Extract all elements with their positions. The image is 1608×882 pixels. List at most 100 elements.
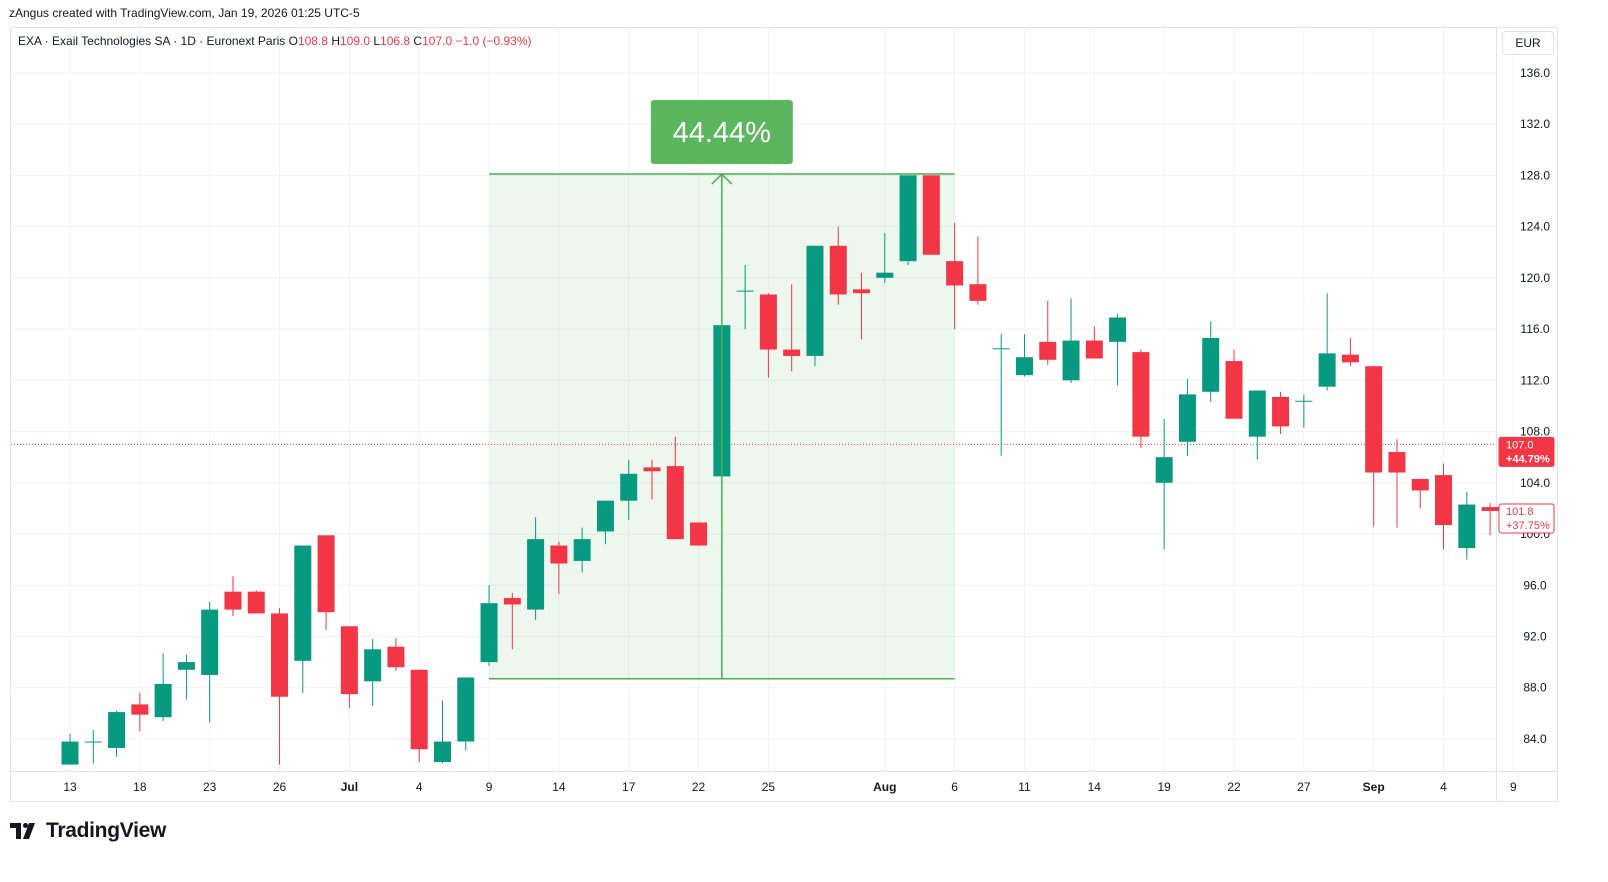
candle-body <box>1015 357 1033 376</box>
y-tick-label: 112.0 <box>1520 373 1549 387</box>
x-tick-label: 6 <box>951 780 958 794</box>
close-value: 107.0 <box>422 34 453 48</box>
y-tick-label: 104.0 <box>1520 476 1550 490</box>
candle-body <box>946 261 964 286</box>
candle-body <box>759 294 777 350</box>
candle-body <box>131 704 149 715</box>
candle-body <box>1178 394 1196 442</box>
x-tick-label: 26 <box>273 780 287 794</box>
candle-body <box>224 591 242 610</box>
measure-label: 44.44% <box>673 117 771 149</box>
currency-button[interactable]: EUR <box>1502 31 1554 55</box>
candle-body <box>1039 341 1057 360</box>
x-tick-label: 4 <box>1440 780 1447 794</box>
x-tick-label: 11 <box>1018 780 1031 794</box>
candle-body <box>1388 452 1406 473</box>
y-tick-label: 128.0 <box>1520 168 1550 182</box>
candle-body <box>1318 353 1336 387</box>
x-tick-label: Sep <box>1363 780 1385 794</box>
y-tick-label: 108.0 <box>1520 425 1550 439</box>
x-tick-label: 17 <box>622 780 636 794</box>
candle-body <box>247 591 265 614</box>
candle-body <box>1411 478 1429 491</box>
measure-label-box <box>650 100 793 165</box>
y-tick-label: 84.0 <box>1523 732 1547 746</box>
x-tick-label: 23 <box>203 780 217 794</box>
candle-body <box>643 467 661 472</box>
low-value: 106.8 <box>380 34 411 48</box>
x-tick-label: 19 <box>1157 780 1171 794</box>
y-tick-label: 92.0 <box>1523 629 1547 643</box>
candle-body <box>620 473 638 501</box>
candle-body <box>1085 340 1103 359</box>
x-tick-label: 9 <box>486 780 493 794</box>
candle-body <box>899 175 917 262</box>
tradingview-logo: TradingView <box>10 818 166 844</box>
candle-body <box>1435 475 1453 526</box>
x-tick-label: 14 <box>552 780 566 794</box>
tradingview-logo-text: TradingView <box>46 819 167 842</box>
x-tick-label: 4 <box>416 780 423 794</box>
candle-body <box>364 649 382 682</box>
high-label: H <box>331 34 340 48</box>
candle-body <box>457 677 475 742</box>
candle-body <box>550 545 568 564</box>
candle-body <box>596 500 614 532</box>
x-tick-label: 14 <box>1088 780 1102 794</box>
y-tick-label: 124.0 <box>1520 220 1550 234</box>
candle-body <box>1341 354 1359 363</box>
x-tick-label: Aug <box>873 780 896 794</box>
x-tick-label: 18 <box>133 780 147 794</box>
candle-body <box>84 741 102 743</box>
candle-body <box>1132 352 1150 437</box>
y-tick-label: 88.0 <box>1523 681 1547 695</box>
candle-body <box>387 646 405 668</box>
candle-body <box>1481 507 1499 511</box>
symbol-name: EXA · Exail Technologies SA · 1D · Euron… <box>18 34 286 48</box>
candle-body <box>1248 390 1266 437</box>
candle-body <box>922 175 940 255</box>
y-tick-label: 116.0 <box>1520 322 1549 336</box>
candle-body <box>690 522 708 546</box>
candle-body <box>876 272 894 278</box>
price-label-box <box>1498 503 1555 534</box>
price-label-value: 107.0 <box>1506 439 1534 451</box>
price-label-change: +37.75% <box>1506 520 1550 532</box>
price-label-box <box>1498 436 1555 467</box>
candle-body <box>1062 340 1080 381</box>
candle-body <box>108 712 126 748</box>
tradingview-logo-icon <box>10 823 35 839</box>
candle-body <box>992 348 1010 350</box>
candle-body <box>410 669 428 750</box>
symbol-legend: EXA · Exail Technologies SA · 1D · Euron… <box>18 34 532 48</box>
candle-body <box>503 598 521 605</box>
x-tick-label: Jul <box>341 780 358 794</box>
change-value: −1.0 (−0.93%) <box>455 34 532 48</box>
candle-body <box>271 613 289 697</box>
y-tick-label: 136.0 <box>1520 66 1550 80</box>
chart-credit: zAngus created with TradingView.com, Jan… <box>9 6 360 20</box>
price-label-value: 101.8 <box>1506 506 1534 518</box>
candle-body <box>1272 396 1290 427</box>
low-label: L <box>373 34 381 48</box>
close-label: C <box>413 34 423 48</box>
candle-body <box>1365 366 1383 473</box>
y-tick-label: 96.0 <box>1523 578 1547 592</box>
high-value: 109.0 <box>339 34 371 48</box>
candle-body <box>433 741 451 763</box>
candle-body <box>1458 504 1476 549</box>
candle-body <box>806 245 824 356</box>
candle-body <box>1202 338 1220 392</box>
x-tick-label: 27 <box>1297 780 1311 794</box>
open-label: O <box>288 34 298 48</box>
candle-body <box>527 539 545 610</box>
x-tick-label: 25 <box>762 780 776 794</box>
candle-body <box>1109 317 1127 342</box>
y-tick-label: 132.0 <box>1520 117 1550 131</box>
candle-body <box>177 662 195 670</box>
candle-body <box>829 245 847 295</box>
candle-body <box>201 609 219 675</box>
x-tick-label: 22 <box>1227 780 1241 794</box>
candle-body <box>783 349 801 356</box>
